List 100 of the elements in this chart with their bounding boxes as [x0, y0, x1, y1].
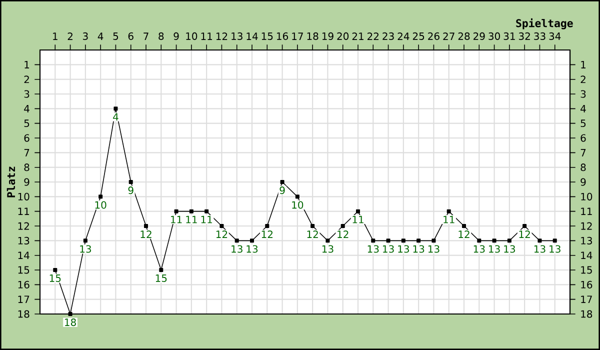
x-tick-label: 20 [337, 32, 349, 40]
data-label: 13 [232, 245, 242, 253]
y2-tick-label: 5 [580, 120, 586, 128]
x-tick-label: 24 [398, 32, 410, 40]
point [310, 224, 315, 228]
x-tick-label: 15 [262, 32, 273, 40]
y-tick-label: 1 [24, 61, 30, 68]
point [386, 238, 390, 243]
x-tick-label: 32 [518, 32, 530, 40]
y2-tick-label: 2 [580, 76, 586, 84]
y2-tick-label: 15 [581, 266, 592, 274]
y-tick-label: 17 [18, 296, 30, 303]
x-tick-label: 8 [158, 32, 164, 40]
x-tick-label: 12 [216, 32, 228, 40]
y-tick-label: 5 [24, 120, 30, 128]
y2-tick-label: 10 [581, 192, 592, 200]
point [83, 238, 88, 243]
y-tick-label: 8 [24, 164, 30, 172]
y-tick-label: 15 [18, 266, 30, 274]
data-label: 13 [322, 245, 334, 253]
x-tick-label: 30 [488, 32, 500, 40]
point [492, 238, 496, 243]
data-label: 12 [216, 230, 228, 238]
y2-tick-label: 14 [581, 252, 592, 259]
data-label: 10 [95, 201, 106, 209]
x-tick-label: 28 [458, 32, 470, 40]
point [507, 238, 512, 243]
data-label: 13 [428, 245, 440, 253]
point [189, 209, 194, 214]
point [234, 238, 239, 243]
x-tick-label: 31 [504, 32, 515, 40]
y-axis-title: Platz [6, 166, 16, 198]
point [68, 312, 72, 316]
y2-tick-label: 3 [580, 90, 586, 98]
point [477, 238, 482, 243]
data-label: 13 [80, 245, 91, 253]
point [98, 194, 103, 199]
point [340, 224, 345, 228]
x-tick-label: 19 [322, 32, 334, 40]
data-label: 9 [128, 186, 134, 194]
x-tick-label: 33 [534, 32, 546, 40]
data-label: 11 [201, 216, 212, 224]
y-tick-label: 9 [24, 178, 30, 186]
data-label: 15 [50, 274, 61, 282]
y2-tick-label: 8 [580, 164, 586, 172]
y-tick-label: 16 [18, 280, 30, 288]
y2-tick-label: 11 [581, 208, 592, 215]
data-label: 13 [368, 245, 379, 253]
y-tick-label: 7 [24, 149, 30, 156]
x-axis-title: Spieltage [516, 18, 573, 30]
point [462, 224, 466, 228]
data-label: 12 [519, 230, 530, 238]
data-label: 13 [489, 245, 500, 253]
x-tick-label: 13 [232, 32, 242, 40]
y2-tick-label: 4 [580, 105, 586, 112]
x-tick-label: 23 [382, 32, 394, 40]
x-tick-label: 26 [428, 32, 440, 40]
data-label: 13 [398, 245, 409, 253]
x-tick-label: 7 [144, 32, 148, 40]
point [446, 209, 451, 214]
y2-tick-label: 18 [581, 310, 592, 318]
y2-tick-label: 9 [580, 178, 586, 186]
point [371, 238, 376, 243]
point [280, 180, 284, 184]
x-tick-label: 27 [443, 32, 454, 40]
data-label: 12 [458, 230, 470, 238]
data-label: 13 [550, 245, 560, 253]
point [416, 238, 421, 243]
x-tick-label: 4 [98, 32, 104, 40]
y2-tick-label: 16 [581, 280, 592, 288]
point [204, 209, 209, 214]
point [114, 106, 118, 111]
point [326, 238, 330, 243]
y2-tick-label: 13 [581, 236, 592, 244]
data-label: 11 [352, 216, 364, 224]
data-label: 11 [186, 216, 197, 224]
x-tick-label: 11 [201, 32, 212, 40]
y-tick-label: 14 [18, 252, 30, 259]
point [250, 238, 254, 243]
point [159, 268, 164, 272]
x-tick-label: 17 [292, 32, 303, 40]
point [538, 238, 542, 243]
data-label: 13 [474, 245, 485, 253]
point [356, 209, 360, 214]
point [552, 238, 557, 243]
data-label: 13 [504, 245, 515, 253]
data-label: 12 [140, 230, 152, 238]
point [522, 224, 527, 228]
data-label: 9 [280, 186, 285, 194]
x-tick-label: 9 [174, 32, 179, 40]
data-label: 13 [534, 245, 546, 253]
y2-tick-label: 12 [581, 222, 592, 230]
y-tick-label: 13 [18, 236, 30, 244]
point [174, 209, 178, 214]
data-label: 15 [156, 274, 167, 282]
x-tick-label: 5 [113, 32, 118, 40]
data-label: 4 [113, 113, 118, 120]
x-tick-label: 29 [474, 32, 485, 40]
point [265, 224, 270, 228]
point [144, 224, 148, 228]
